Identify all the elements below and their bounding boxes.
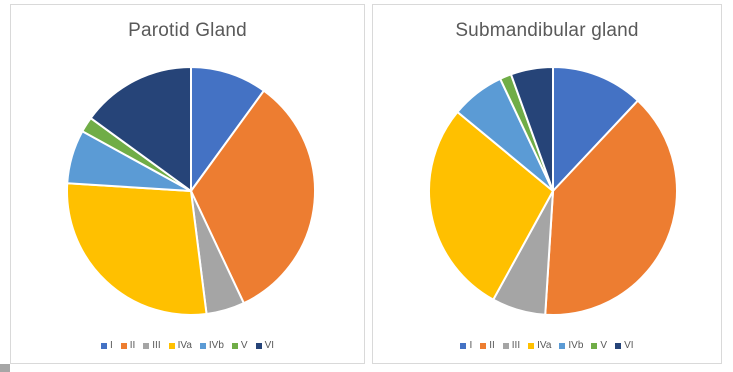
pie-slice-ii: [189, 89, 316, 305]
chart-panel-submandibular: Submandibular gland I II III IVa IVb V VI: [372, 4, 722, 364]
legend-item-ii: II: [480, 340, 495, 351]
legend-swatch: [480, 342, 487, 349]
legend-label: IVb: [208, 340, 224, 351]
legend-label: II: [129, 340, 136, 351]
legend-label: I: [109, 340, 113, 351]
legend-item-iva: IVa: [528, 340, 551, 351]
legend-label: II: [489, 340, 495, 351]
legend-swatch: [231, 342, 238, 349]
pie-slice-iva: [428, 110, 555, 302]
legend-item-iii: III: [143, 340, 161, 351]
legend-swatch: [143, 342, 150, 349]
legend-swatch: [502, 342, 509, 349]
legend-swatch: [120, 342, 127, 349]
chart-title: Submandibular gland: [455, 20, 639, 41]
legend-swatch: [591, 342, 598, 349]
pie-slice-vi: [509, 65, 554, 192]
chart-legend: I II III IVa IVb V VI: [11, 340, 364, 351]
legend-label: IVb: [568, 340, 584, 351]
legend-item-iii: III: [502, 340, 521, 351]
legend-label: III: [511, 340, 521, 351]
pie-slice-i: [552, 65, 640, 194]
chart-legend: I II III IVa IVb V VI: [373, 340, 721, 351]
legend-swatch: [255, 342, 262, 349]
legend-label: IVa: [537, 340, 552, 351]
legend-swatch: [168, 342, 175, 349]
legend-label: III: [152, 340, 161, 351]
pie-chart-submandibular: [428, 65, 678, 316]
legend-swatch: [199, 342, 206, 349]
legend-swatch: [460, 342, 467, 349]
legend-label: IVa: [177, 340, 192, 351]
pie-slice-vi: [89, 65, 192, 193]
legend-item-iva: IVa: [168, 340, 192, 351]
legend-label: V: [600, 340, 608, 351]
pie-chart-parotid: [66, 65, 316, 316]
legend-item-ivb: IVb: [559, 340, 583, 351]
legend-item-ii: II: [120, 340, 136, 351]
legend-swatch: [615, 342, 622, 349]
corner-marker: [0, 364, 10, 372]
legend-label: VI: [264, 340, 275, 351]
chart-title: Parotid Gland: [128, 20, 247, 41]
legend-swatch: [528, 342, 535, 349]
legend-item-i: I: [460, 340, 472, 351]
legend-item-v: V: [231, 340, 248, 351]
pie-slice-ii: [544, 99, 678, 316]
legend-item-vi: VI: [615, 340, 634, 351]
legend-label: I: [469, 340, 473, 351]
pie-slice-i: [190, 65, 266, 195]
chart-panel-parotid: Parotid Gland I II III IVa IVb V VI: [10, 4, 365, 364]
legend-swatch: [100, 342, 107, 349]
legend-item-ivb: IVb: [199, 340, 224, 351]
legend-label: VI: [624, 340, 634, 351]
legend-item-v: V: [591, 340, 607, 351]
legend-item-vi: VI: [255, 340, 275, 351]
legend-label: V: [240, 340, 248, 351]
legend-swatch: [559, 342, 566, 349]
pie-slice-iva: [66, 182, 208, 316]
legend-item-i: I: [100, 340, 113, 351]
